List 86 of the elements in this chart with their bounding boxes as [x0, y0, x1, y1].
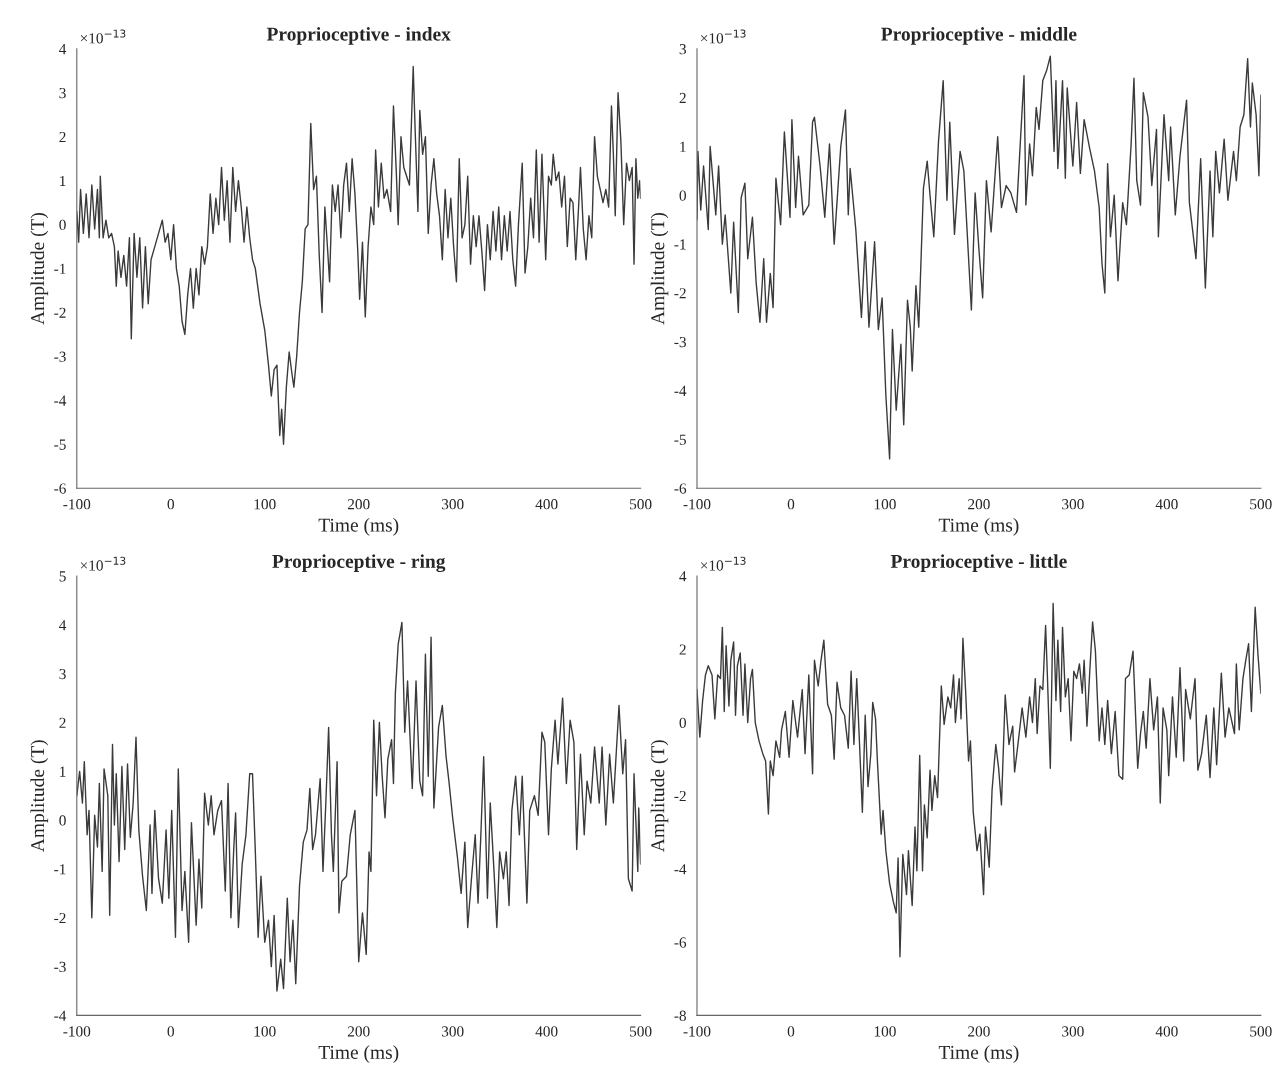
y-axis-title: Amplitude (T)	[30, 212, 49, 325]
y-tick-label: -5	[54, 439, 66, 450]
x-tick-label: 500	[630, 1026, 652, 1037]
y-tick-label: -3	[674, 336, 686, 348]
y-tick-label: -2	[54, 912, 66, 924]
text: ×10$^{−13}$	[80, 556, 126, 571]
line-series	[76, 621, 641, 992]
x-tick-label: 500	[630, 499, 652, 510]
chart-title: Proprioceptive - index	[266, 27, 451, 45]
x-tick-label: 200	[968, 499, 990, 510]
y-tick-label: 2	[679, 644, 686, 655]
y-axis-title: Amplitude (T)	[650, 740, 669, 852]
x-tick-label: 0	[167, 499, 175, 510]
line-series	[76, 65, 641, 445]
x-axis-title: Time (ms)	[318, 1045, 399, 1063]
text: ×10$^{−13}$	[80, 29, 126, 44]
x-tick-label: 0	[787, 499, 795, 510]
y-tick-label: 3	[59, 87, 66, 99]
y-axis-title: Amplitude (T)	[650, 212, 669, 325]
y-axis-title: Amplitude (T)	[30, 740, 49, 852]
y-tick-label: 0	[679, 717, 686, 728]
x-tick-label: 100	[874, 499, 896, 510]
y-tick-label: -4	[54, 395, 67, 406]
x-tick-label: 200	[347, 499, 370, 510]
y-tick-label: 0	[59, 219, 66, 231]
x-tick-label: 400	[1155, 499, 1178, 510]
x-axis-title: Time (ms)	[318, 518, 399, 536]
x-tick-label: 300	[1062, 499, 1084, 510]
y-tick-label: 0	[59, 815, 66, 826]
y-tick-label: -4	[54, 1010, 67, 1021]
y-tick-label: -6	[674, 483, 687, 494]
y-tick-label: -5	[674, 434, 686, 445]
x-tick-label: 400	[535, 1026, 558, 1037]
y-tick-label: 2	[59, 717, 66, 728]
x-tick-label: 400	[535, 499, 558, 510]
line-series	[696, 55, 1261, 460]
x-tick-label: 500	[1250, 1026, 1272, 1037]
chart-title: Proprioceptive - middle	[881, 27, 1077, 45]
y-tick-label: 1	[680, 141, 686, 152]
chart-title: Proprioceptive - ring	[272, 554, 446, 573]
y-tick-label: 4	[59, 620, 67, 631]
x-tick-label: 0	[167, 1026, 175, 1037]
y-tick-label: 1	[60, 766, 66, 777]
x-tick-label: 300	[441, 1026, 464, 1037]
y-tick-label: 1	[60, 175, 66, 186]
y-tick-label: 5	[59, 571, 66, 582]
y-tick-label: -6	[54, 483, 66, 494]
x-axis-title: Time (ms)	[938, 1045, 1019, 1063]
y-tick-label: 4	[679, 571, 687, 582]
y-tick-label: 2	[679, 92, 686, 103]
x-tick-label: 100	[254, 1026, 276, 1037]
x-tick-label: 500	[1250, 499, 1272, 510]
x-tick-label: -100	[63, 499, 91, 510]
x-tick-label: 300	[1062, 1026, 1084, 1037]
x-tick-label: -100	[683, 499, 711, 510]
x-axis-title: Time (ms)	[938, 518, 1019, 536]
y-tick-label: -1	[54, 864, 66, 875]
y-tick-label: 3	[679, 44, 686, 55]
y-tick-label: 4	[59, 44, 67, 55]
x-tick-label: 0	[787, 1026, 795, 1037]
text: ×10$^{−13}$	[701, 29, 746, 44]
y-tick-label: -3	[54, 351, 66, 362]
y-tick-label: 3	[59, 668, 66, 680]
x-tick-label: -100	[63, 1026, 91, 1037]
y-tick-label: -2	[54, 307, 66, 318]
line-series	[696, 602, 1261, 958]
y-tick-label: 0	[679, 190, 686, 201]
x-tick-label: 200	[347, 1026, 370, 1037]
y-tick-label: -2	[674, 288, 686, 299]
x-tick-label: 300	[441, 499, 464, 510]
y-tick-label: -4	[674, 385, 687, 396]
y-tick-label: -6	[674, 937, 687, 948]
y-tick-label: -1	[54, 263, 66, 274]
y-tick-label: -2	[674, 790, 686, 802]
x-tick-label: 400	[1155, 1026, 1178, 1037]
y-tick-label: -1	[674, 239, 686, 250]
x-tick-label: 100	[254, 499, 276, 510]
y-tick-label: -4	[674, 864, 687, 875]
x-tick-label: 200	[968, 1026, 990, 1037]
x-tick-label: 100	[874, 1026, 896, 1037]
y-tick-label: 2	[59, 131, 66, 143]
chart-title: Proprioceptive - little	[890, 554, 1067, 572]
y-tick-label: -3	[54, 961, 66, 973]
text: ×10$^{−13}$	[701, 556, 746, 571]
y-tick-label: -8	[674, 1010, 686, 1021]
x-tick-label: -100	[683, 1026, 711, 1037]
